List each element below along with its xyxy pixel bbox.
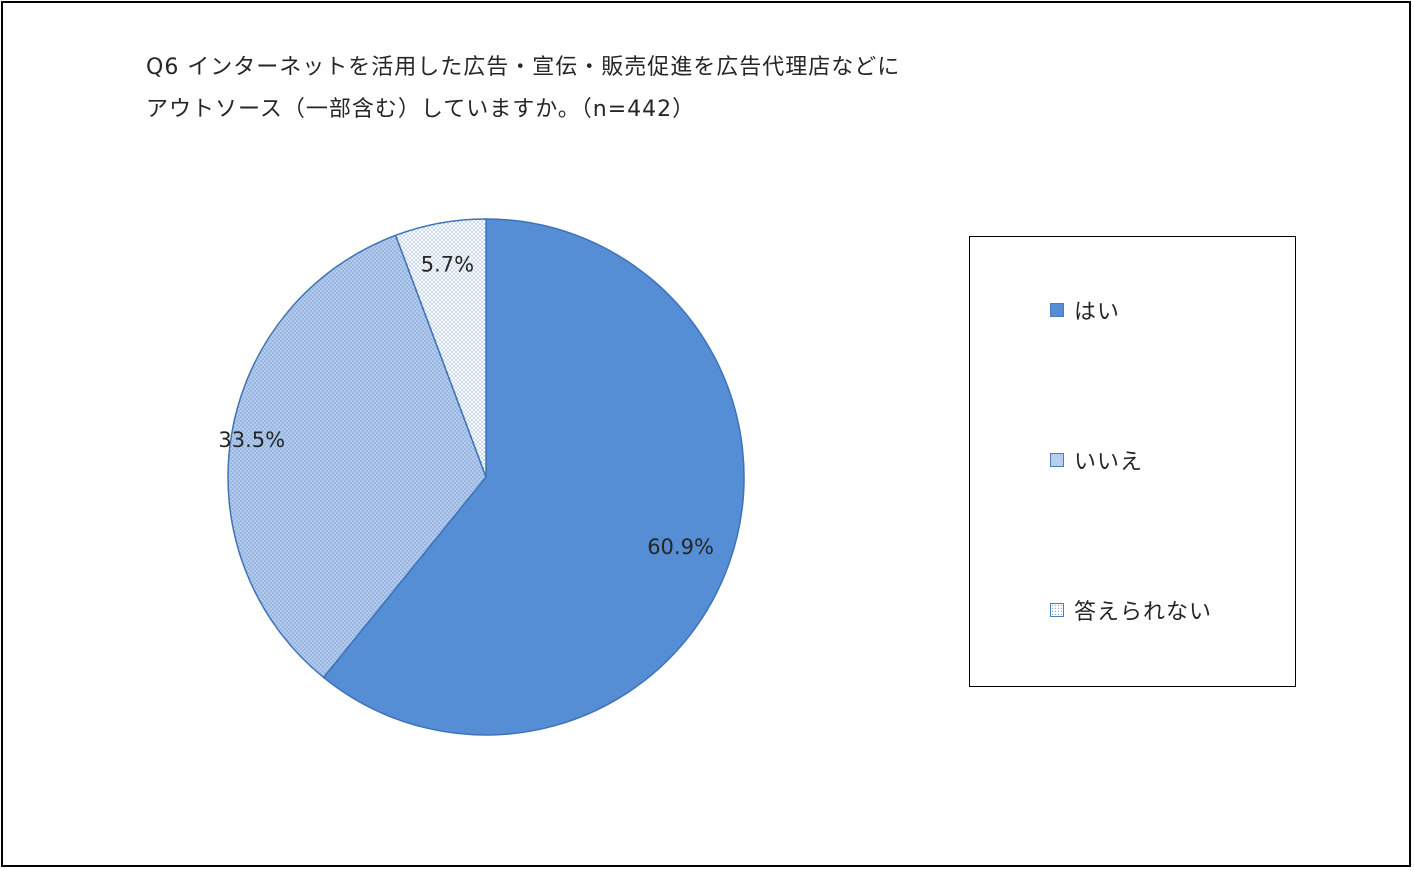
legend-swatch-no [1050,453,1064,467]
chart-title-line-1: Q6 インターネットを活用した広告・宣伝・販売促進を広告代理店などに [146,55,901,80]
legend-label-no: いいえ [1074,450,1144,475]
legend-item-no: いいえ [1050,445,1143,475]
legend-item-cannot-answer: 答えられない [1050,595,1212,625]
slice-yes [322,218,745,736]
slice-no [227,234,487,679]
legend-label-yes: はい [1074,300,1121,325]
legend-label-cannot-answer: 答えられない [1074,600,1213,625]
slice-cannot-answer [394,218,487,478]
legend-swatch-cannot-answer [1050,603,1064,617]
legend-swatch-yes [1050,303,1064,317]
pie-slices [227,218,745,736]
pie-data-labels: 60.9% 33.5% 5.7% [218,253,714,559]
chart-title: Q6 インターネットを活用した広告・宣伝・販売促進を広告代理店などに アウトソー… [146,47,1046,131]
data-label-cannot-answer: 5.7% [421,253,474,277]
legend: はい いいえ 答えられない [969,236,1296,687]
chart-title-line-2: アウトソース（一部含む）していますか。（n=442） [146,97,696,122]
legend-item-yes: はい [1050,295,1120,325]
data-label-yes: 60.9% [647,535,714,559]
pie-chart: 60.9% 33.5% 5.7% [218,218,745,736]
data-label-no: 33.5% [218,428,285,452]
